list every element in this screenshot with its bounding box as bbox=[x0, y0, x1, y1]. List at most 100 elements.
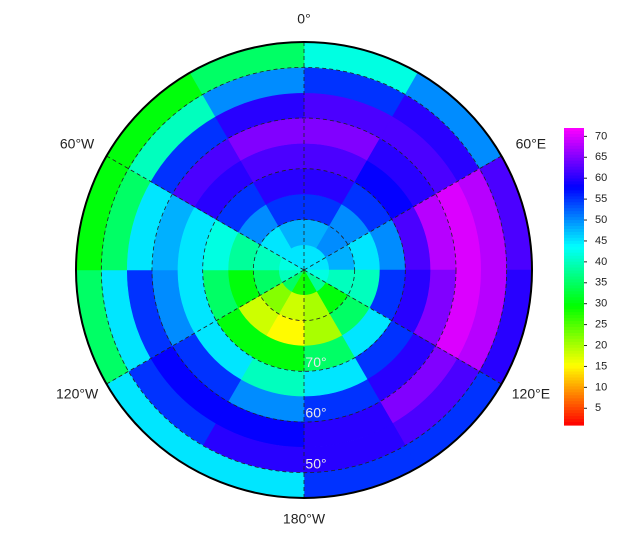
colorbar-stripe bbox=[564, 163, 584, 168]
colorbar-stripe bbox=[564, 315, 584, 319]
colorbar-stripe bbox=[564, 154, 584, 159]
colorbar-stripe bbox=[564, 386, 584, 390]
colorbar-stripe bbox=[564, 237, 584, 242]
colorbar-stripe bbox=[564, 318, 584, 322]
colorbar-stripe bbox=[564, 407, 584, 411]
map-border bbox=[75, 41, 533, 499]
colorbar-stripe bbox=[564, 243, 584, 248]
lon-label: 120°E bbox=[512, 386, 550, 402]
colorbar-label: 15 bbox=[595, 360, 607, 372]
colorbar-stripe bbox=[564, 392, 584, 396]
colorbar-label: 10 bbox=[595, 381, 607, 393]
colorbar-stripe bbox=[564, 356, 584, 361]
colorbar-stripe bbox=[564, 359, 584, 364]
colorbar-stripe bbox=[564, 142, 584, 147]
colorbar-stripe bbox=[564, 368, 584, 373]
colorbar-stripe bbox=[564, 148, 584, 153]
colorbar-label: 65 bbox=[595, 151, 607, 163]
colorbar-stripe bbox=[564, 199, 584, 203]
colorbar-stripe bbox=[564, 389, 584, 393]
colorbar-stripe bbox=[564, 178, 584, 183]
colorbar-stripe bbox=[564, 306, 584, 310]
colorbar-stripe bbox=[564, 211, 584, 215]
colorbar-stripe bbox=[564, 344, 584, 349]
colorbar-stripe bbox=[564, 128, 584, 132]
colorbar-stripe bbox=[564, 276, 584, 281]
colorbar-stripe bbox=[564, 157, 584, 162]
colorbar-stripe bbox=[564, 365, 584, 370]
lat-circle bbox=[151, 117, 457, 423]
colorbar-stripe bbox=[564, 288, 584, 292]
colorbar-stripe bbox=[564, 264, 584, 269]
colorbar-stripe bbox=[564, 175, 584, 180]
colorbar-stripe bbox=[564, 413, 584, 417]
colorbar-stripe bbox=[564, 240, 584, 245]
colorbar-stripe bbox=[564, 130, 584, 135]
colorbar-stripe bbox=[564, 228, 584, 233]
colorbar-stripe bbox=[564, 279, 584, 284]
colorbar-stripe bbox=[564, 377, 584, 382]
colorbar-stripe bbox=[564, 350, 584, 355]
colorbar-stripe bbox=[564, 416, 584, 420]
colorbar-stripe bbox=[564, 172, 584, 177]
colorbar-label: 45 bbox=[595, 235, 607, 247]
colorbar-stripe bbox=[564, 404, 584, 408]
colorbar-stripe bbox=[564, 419, 584, 423]
colorbar-stripe bbox=[564, 398, 584, 402]
colorbar-stripe bbox=[564, 181, 584, 186]
lat-label: 60° bbox=[305, 405, 326, 421]
colorbar-stripe bbox=[564, 139, 584, 144]
colorbar-stripe bbox=[564, 196, 584, 200]
colorbar-label: 40 bbox=[595, 256, 607, 268]
colorbar-stripe bbox=[564, 151, 584, 156]
colorbar-label: 30 bbox=[595, 298, 607, 310]
colorbar-stripe bbox=[564, 145, 584, 150]
colorbar-stripe bbox=[564, 166, 584, 171]
colorbar-stripe bbox=[564, 297, 584, 301]
colorbar-stripe bbox=[564, 255, 584, 260]
colorbar-stripe bbox=[564, 223, 584, 227]
colorbar-stripe bbox=[564, 273, 584, 278]
colorbar-label: 5 bbox=[595, 402, 601, 414]
colorbar-stripe bbox=[564, 270, 584, 275]
lon-label: 120°W bbox=[56, 386, 99, 402]
lat-label: 50° bbox=[305, 455, 326, 471]
colorbar-stripe bbox=[564, 217, 584, 221]
colorbar-stripe bbox=[564, 220, 584, 224]
colorbar-stripe bbox=[564, 249, 584, 254]
colorbar-stripe bbox=[564, 383, 584, 387]
colorbar-label: 70 bbox=[595, 130, 607, 142]
colorbar-stripe bbox=[564, 291, 584, 295]
colorbar-stripe bbox=[564, 380, 584, 385]
colorbar-stripe bbox=[564, 160, 584, 165]
colorbar-stripe bbox=[564, 410, 584, 414]
colorbar-stripe bbox=[564, 261, 584, 266]
colorbar-stripe bbox=[564, 267, 584, 272]
colorbar-stripe bbox=[564, 401, 584, 405]
colorbar-stripe bbox=[564, 234, 584, 239]
colorbar-stripe bbox=[564, 184, 584, 188]
colorbar-stripe bbox=[564, 294, 584, 298]
lon-line bbox=[303, 155, 502, 271]
colorbar-stripe bbox=[564, 422, 584, 426]
colorbar-stripe bbox=[564, 169, 584, 174]
colorbar-stripe bbox=[564, 371, 584, 376]
colorbar-stripe bbox=[564, 205, 584, 209]
colorbar-stripe bbox=[564, 214, 584, 218]
colorbar-stripe bbox=[564, 329, 584, 334]
colorbar-stripe bbox=[564, 309, 584, 313]
colorbar-stripe bbox=[564, 332, 584, 337]
lon-label: 60°W bbox=[60, 136, 95, 152]
lon-label: 60°E bbox=[516, 136, 547, 152]
colorbar-stripe bbox=[564, 326, 584, 331]
lat-label: 70° bbox=[305, 354, 326, 370]
lon-label: 0° bbox=[297, 11, 310, 27]
colorbar-stripe bbox=[564, 133, 584, 138]
colorbar-stripe bbox=[564, 258, 584, 263]
colorbar-stripe bbox=[564, 303, 584, 307]
colorbar-stripe bbox=[564, 190, 584, 194]
colorbar-stripe bbox=[564, 324, 584, 328]
colorbar-stripe bbox=[564, 246, 584, 251]
